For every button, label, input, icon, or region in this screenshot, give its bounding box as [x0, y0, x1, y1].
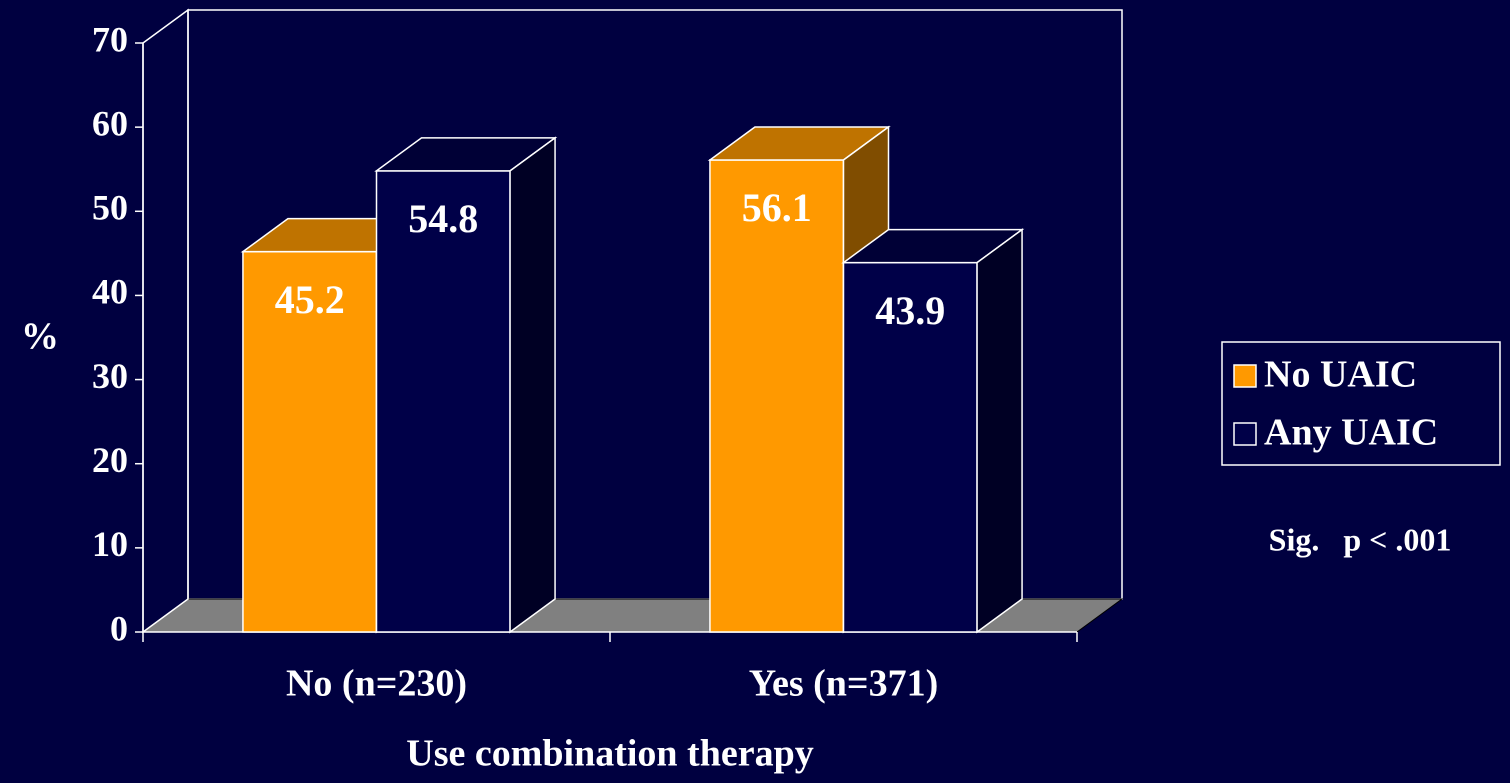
bar-side	[976, 228, 1023, 634]
y-tick-label: 30	[92, 356, 128, 396]
y-tick-label: 60	[92, 103, 128, 143]
legend-label: Any UAIC	[1264, 412, 1438, 454]
bar-front	[375, 170, 511, 633]
x-tick-label: Yes (n=371)	[749, 663, 938, 705]
x-axis-label: Use combination therapy	[406, 733, 813, 775]
y-axis-label: %	[21, 316, 59, 358]
legend-swatch	[1233, 422, 1257, 446]
y-tick-label: 0	[110, 608, 128, 648]
data-label: 56.1	[742, 185, 812, 230]
bar-front	[842, 261, 978, 633]
y-tick-label: 50	[92, 188, 128, 228]
data-label: 45.2	[275, 277, 345, 322]
y-tick-label: 70	[92, 19, 128, 59]
legend-swatch	[1233, 364, 1257, 388]
y-tick-label: 40	[92, 272, 128, 312]
annotation: Sig. p < .001	[1269, 521, 1452, 557]
y-tick-label: 10	[92, 524, 128, 564]
data-label: 54.8	[408, 196, 478, 241]
bar-front	[709, 159, 845, 633]
y-tick-label: 20	[92, 440, 128, 480]
legend-label: No UAIC	[1264, 354, 1417, 396]
data-label: 43.9	[875, 288, 945, 333]
bar-side	[509, 136, 556, 634]
x-tick-label: No (n=230)	[286, 663, 467, 705]
legend-box	[1221, 341, 1501, 466]
